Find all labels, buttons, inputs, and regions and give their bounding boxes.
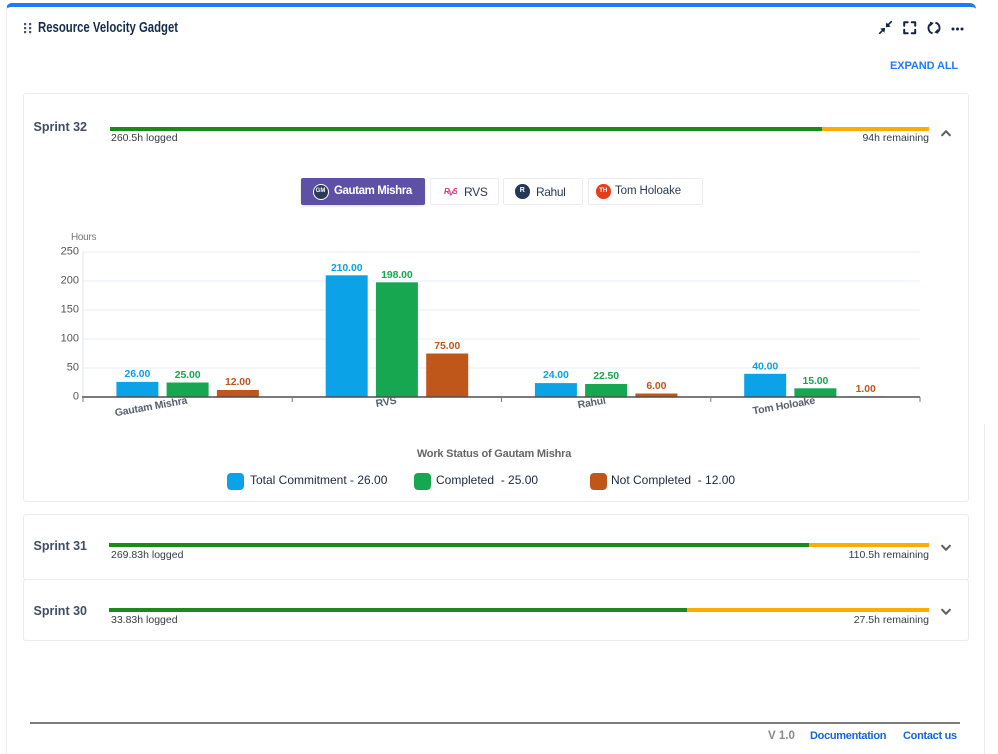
svg-text:Hours: Hours bbox=[71, 232, 96, 243]
svg-text:1.00: 1.00 bbox=[856, 383, 876, 395]
svg-text:12.00: 12.00 bbox=[225, 376, 251, 388]
svg-text:150: 150 bbox=[61, 304, 79, 316]
svg-text:Tom Holoake: Tom Holoake bbox=[752, 395, 816, 418]
svg-text:75.00: 75.00 bbox=[434, 340, 460, 352]
svg-text:198.00: 198.00 bbox=[381, 269, 413, 281]
svg-text:210.00: 210.00 bbox=[331, 262, 363, 274]
svg-text:100: 100 bbox=[61, 333, 79, 345]
svg-text:26.00: 26.00 bbox=[125, 368, 151, 380]
svg-text:S: S bbox=[453, 187, 457, 196]
svg-text:0: 0 bbox=[73, 391, 79, 403]
svg-text:40.00: 40.00 bbox=[752, 361, 778, 373]
svg-text:22.50: 22.50 bbox=[593, 370, 619, 382]
svg-text:R: R bbox=[444, 187, 450, 196]
svg-text:Rahul: Rahul bbox=[577, 395, 607, 412]
svg-text:Gautam Mishra: Gautam Mishra bbox=[114, 395, 189, 420]
svg-text:200: 200 bbox=[61, 275, 79, 287]
svg-text:RVS: RVS bbox=[375, 395, 398, 410]
svg-text:24.00: 24.00 bbox=[543, 369, 569, 381]
svg-text:250: 250 bbox=[61, 246, 79, 258]
svg-text:25.00: 25.00 bbox=[175, 369, 201, 381]
svg-text:v: v bbox=[449, 188, 455, 198]
svg-text:50: 50 bbox=[67, 362, 79, 374]
svg-text:15.00: 15.00 bbox=[803, 375, 829, 387]
svg-text:6.00: 6.00 bbox=[646, 380, 666, 392]
